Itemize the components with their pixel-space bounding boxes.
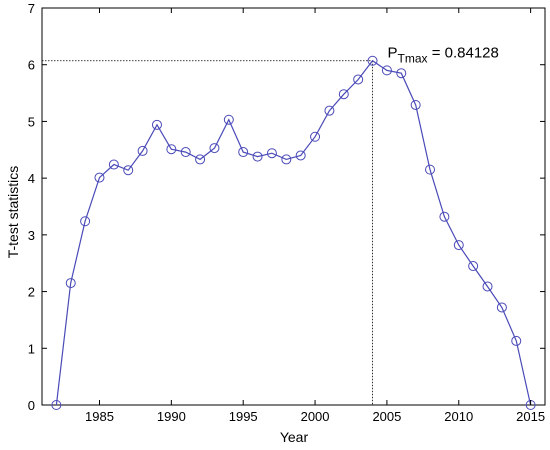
data-point [410, 99, 421, 110]
data-point [180, 147, 191, 158]
data-point [338, 89, 349, 100]
data-point [195, 154, 206, 165]
y-tick-label: 5 [28, 114, 35, 129]
data-point [468, 261, 479, 272]
x-tick-label: 2000 [301, 409, 330, 424]
reference-lines [42, 60, 373, 405]
data-point [166, 144, 177, 155]
y-axis-ticks: 0 1 2 3 4 5 6 7 [28, 1, 545, 413]
data-point [353, 74, 364, 85]
data-point [367, 55, 378, 66]
pmax-annotation: PTmax = 0.84128 [388, 45, 499, 66]
x-axis-label: Year [280, 429, 309, 445]
y-tick-label: 7 [28, 1, 35, 16]
data-point [123, 165, 134, 176]
y-tick-label: 1 [28, 341, 35, 356]
x-tick-label: 2005 [372, 409, 401, 424]
data-point [482, 281, 493, 292]
series-line-group [55, 59, 532, 406]
data-point [281, 154, 292, 165]
plot-border [41, 7, 546, 406]
y-tick-label: 0 [28, 398, 35, 413]
data-point [511, 335, 522, 346]
data-point [310, 131, 321, 142]
x-tick-label: 2015 [516, 409, 545, 424]
series-line [55, 59, 532, 406]
data-point [80, 216, 91, 227]
markers-group [51, 55, 536, 410]
data-point [496, 302, 507, 313]
x-tick-label: 1995 [229, 409, 258, 424]
y-tick-label: 2 [28, 285, 35, 300]
y-tick-label: 6 [28, 58, 35, 73]
x-tick-label: 1985 [85, 409, 114, 424]
data-point [295, 150, 306, 161]
data-point [94, 172, 105, 183]
x-tick-label: 1990 [157, 409, 186, 424]
x-tick-label: 2010 [444, 409, 473, 424]
data-point [439, 211, 450, 222]
data-point [65, 278, 76, 289]
annotation-value: = 0.84128 [428, 45, 499, 62]
data-point [151, 119, 162, 130]
y-axis-label: T-test statistics [5, 166, 21, 259]
data-point [324, 105, 335, 116]
data-point [137, 145, 148, 156]
data-point [252, 151, 263, 162]
y-tick-label: 4 [28, 171, 35, 186]
data-point [266, 148, 277, 159]
y-tick-label: 3 [28, 228, 35, 243]
plot-frame [41, 7, 546, 406]
data-point [223, 114, 234, 125]
annotation-subscript: Tmax [398, 52, 428, 66]
annotation-main: P [388, 45, 398, 62]
data-point [238, 147, 249, 158]
x-axis-ticks: 1985 1990 1995 2000 2005 2010 2015 [85, 8, 545, 424]
data-point [51, 400, 62, 410]
data-point [425, 164, 436, 175]
data-point [381, 65, 392, 76]
data-point [108, 159, 119, 170]
data-point [209, 143, 220, 154]
data-point [396, 68, 407, 79]
data-point [453, 240, 464, 251]
